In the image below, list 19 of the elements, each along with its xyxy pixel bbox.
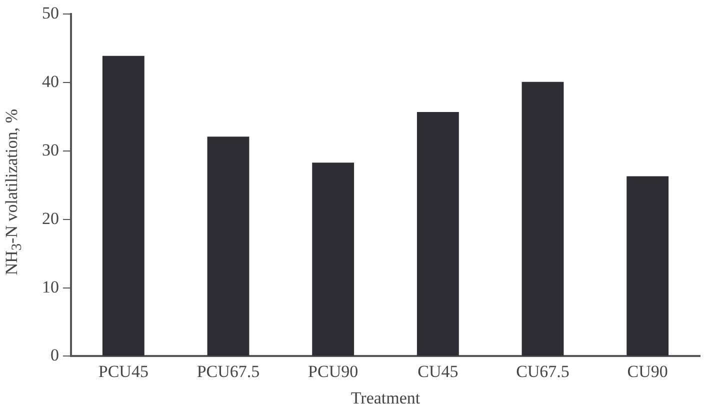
x-tick-label: CU90 [627,362,668,381]
y-tick-label: 30 [42,140,59,160]
bar [102,56,144,356]
bar [312,162,354,356]
bar [626,176,669,356]
x-tick-label: PCU45 [98,362,148,381]
x-tick-label: CU67.5 [516,362,570,381]
x-tick-label: CU45 [418,362,458,381]
x-tick-label: PCU90 [308,362,358,381]
y-tick-label: 50 [42,4,59,23]
bar [522,82,564,356]
y-tick-label: 0 [50,346,59,365]
x-axis-title: Treatment [350,388,420,408]
x-tick-label: PCU67.5 [196,362,260,381]
y-tick-label: 40 [42,72,59,92]
y-tick-label: 20 [42,208,59,228]
y-tick-label: 10 [42,277,59,296]
bar [207,136,250,356]
bar [416,112,459,356]
